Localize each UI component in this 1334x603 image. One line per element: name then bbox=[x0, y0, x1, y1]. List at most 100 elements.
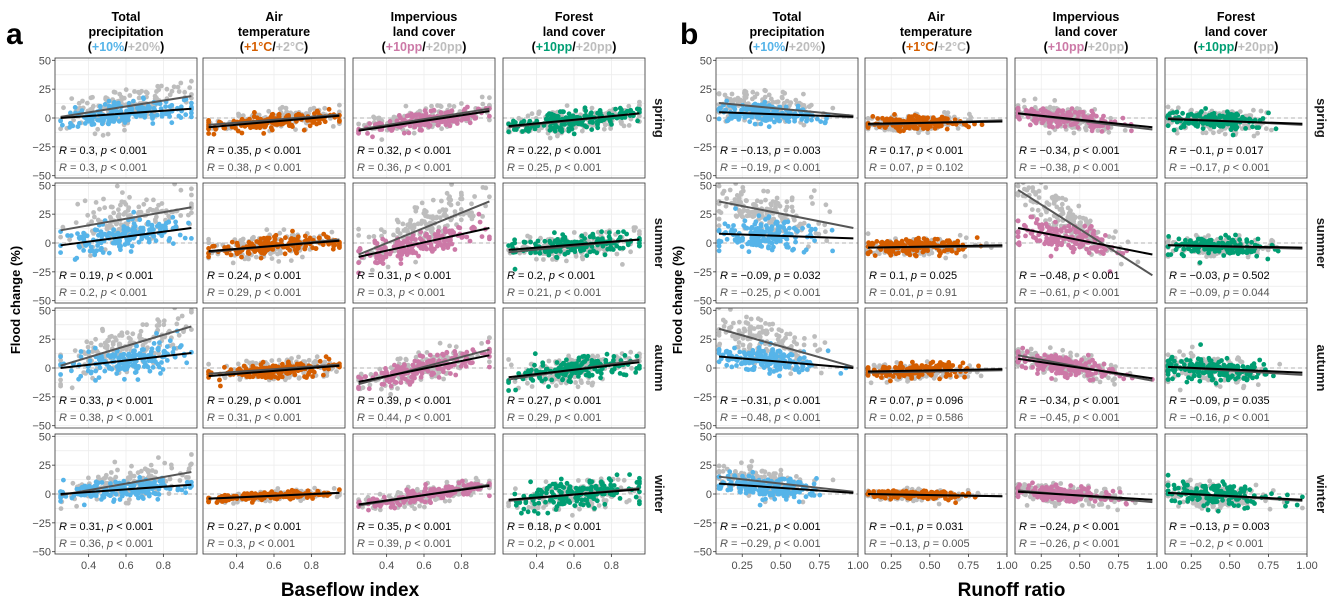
p-value: < 0.001 bbox=[116, 395, 153, 407]
data-point-secondary bbox=[385, 264, 391, 270]
data-point-secondary bbox=[300, 254, 305, 260]
data-point-secondary bbox=[459, 101, 464, 106]
scenario-a: +10pp bbox=[536, 40, 573, 54]
data-point-primary bbox=[286, 359, 291, 365]
data-point-primary bbox=[411, 370, 416, 376]
data-point-secondary bbox=[85, 344, 91, 350]
data-point-primary bbox=[432, 246, 437, 252]
data-point-primary bbox=[438, 110, 444, 115]
data-point-primary bbox=[398, 247, 404, 253]
data-point-primary bbox=[406, 130, 412, 136]
r-value: 0.38 bbox=[80, 412, 101, 424]
data-point-secondary bbox=[84, 339, 90, 345]
data-point-primary bbox=[137, 217, 143, 223]
data-point-primary bbox=[72, 105, 78, 110]
data-point-primary bbox=[561, 109, 566, 115]
data-point-secondary bbox=[296, 354, 301, 360]
stat-annotation-secondary: R = 0.3, p < 0.001 bbox=[357, 287, 445, 299]
r-value: 0.3 bbox=[228, 538, 243, 550]
stat-annotation-primary: R = 0.39, p < 0.001 bbox=[357, 395, 451, 407]
data-point-secondary bbox=[391, 232, 396, 238]
data-point-primary bbox=[241, 363, 247, 369]
data-point-secondary bbox=[608, 126, 613, 131]
r-value: 0.21 bbox=[528, 287, 549, 299]
data-point-secondary bbox=[422, 219, 427, 225]
facet-border bbox=[202, 57, 346, 179]
data-point-primary bbox=[449, 108, 455, 113]
data-point-secondary bbox=[453, 344, 459, 350]
data-point-primary bbox=[177, 232, 183, 238]
data-point-secondary bbox=[168, 462, 174, 468]
data-point-primary bbox=[251, 114, 257, 120]
points bbox=[58, 183, 194, 262]
data-point-primary bbox=[414, 112, 420, 118]
r-value: 0.44 bbox=[378, 412, 399, 424]
data-point-primary bbox=[146, 103, 151, 109]
x-tick-label: 0.8 bbox=[304, 560, 319, 572]
data-point-secondary bbox=[409, 224, 414, 230]
fit-line-primary bbox=[358, 110, 490, 132]
p-value: < 0.001 bbox=[116, 412, 153, 424]
data-point-primary bbox=[79, 108, 85, 113]
data-point-primary bbox=[513, 387, 518, 393]
data-point-secondary bbox=[430, 214, 436, 220]
data-point-secondary bbox=[512, 379, 518, 384]
data-point-primary bbox=[163, 104, 169, 109]
data-point-primary bbox=[294, 489, 299, 495]
data-point-primary bbox=[382, 245, 387, 250]
data-point-primary bbox=[479, 234, 485, 240]
fit-line-primary bbox=[508, 112, 640, 128]
data-point-secondary bbox=[448, 217, 454, 223]
data-point-secondary bbox=[278, 250, 283, 256]
data-point-secondary bbox=[172, 183, 177, 187]
data-point-secondary bbox=[311, 360, 317, 366]
facet-border bbox=[202, 307, 346, 429]
data-point-secondary bbox=[153, 219, 158, 225]
data-point-primary bbox=[532, 351, 538, 357]
data-point-secondary bbox=[100, 328, 106, 334]
data-point-primary bbox=[270, 363, 276, 369]
data-point-primary bbox=[399, 375, 405, 381]
data-point-secondary bbox=[371, 234, 377, 239]
data-point-primary bbox=[138, 104, 144, 109]
data-point-secondary bbox=[115, 467, 120, 473]
data-point-secondary bbox=[403, 357, 409, 363]
data-point-secondary bbox=[58, 126, 63, 132]
data-point-primary bbox=[384, 378, 390, 383]
data-point-primary bbox=[276, 114, 282, 120]
data-point-primary bbox=[292, 372, 298, 378]
data-point-primary bbox=[416, 253, 421, 259]
data-point-primary bbox=[381, 381, 387, 387]
data-point-primary bbox=[595, 369, 600, 374]
data-point-primary bbox=[153, 359, 158, 365]
data-point-secondary bbox=[573, 380, 578, 385]
data-point-secondary bbox=[171, 84, 177, 90]
data-point-secondary bbox=[71, 117, 76, 123]
p-value: < 0.001 bbox=[110, 162, 147, 174]
data-point-primary bbox=[132, 223, 138, 229]
stat-annotation-primary: R = 0.3, p < 0.001 bbox=[59, 145, 147, 157]
data-point-primary bbox=[146, 239, 152, 245]
data-point-secondary bbox=[91, 103, 96, 109]
data-point-secondary bbox=[395, 227, 401, 233]
data-point-secondary bbox=[111, 210, 117, 216]
data-point-primary bbox=[147, 227, 152, 233]
data-point-secondary bbox=[366, 234, 372, 240]
r-value: 0.3 bbox=[80, 162, 95, 174]
data-point-secondary bbox=[276, 357, 282, 363]
data-point-secondary bbox=[88, 253, 93, 259]
data-point-primary bbox=[137, 353, 143, 359]
paren: ) bbox=[612, 40, 616, 54]
data-point-primary bbox=[58, 372, 63, 377]
fit-line-secondary bbox=[208, 113, 340, 126]
data-point-primary bbox=[314, 121, 319, 127]
stat-annotation-primary: R = 0.32, p < 0.001 bbox=[357, 145, 451, 157]
data-point-secondary bbox=[422, 504, 427, 510]
data-point-primary bbox=[206, 254, 212, 260]
data-point-primary bbox=[152, 491, 158, 496]
data-point-primary bbox=[584, 124, 589, 130]
fit-line-secondary bbox=[208, 363, 340, 375]
data-point-secondary bbox=[153, 469, 159, 475]
data-point-secondary bbox=[521, 243, 527, 249]
data-point-primary bbox=[370, 134, 375, 140]
